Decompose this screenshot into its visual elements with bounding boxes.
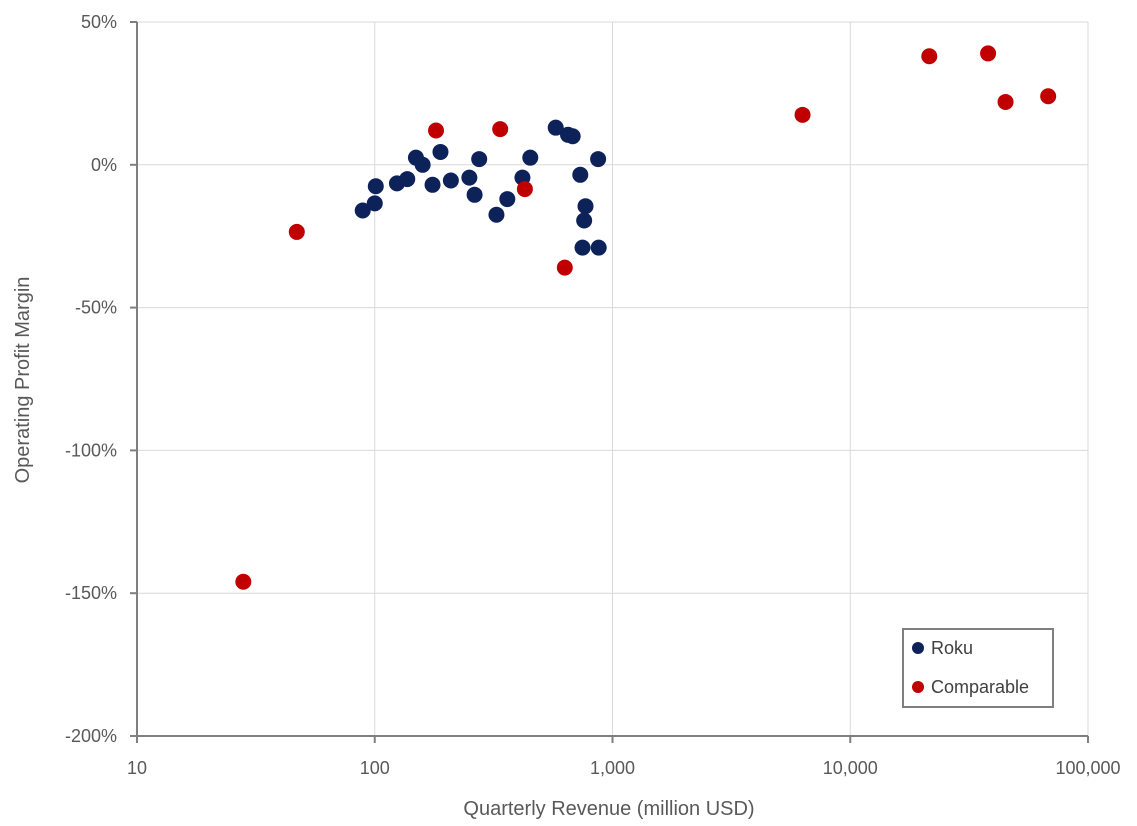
- legend-marker-roku: [912, 642, 924, 654]
- roku-point: [590, 239, 607, 256]
- comparable-point: [921, 48, 938, 65]
- y-tick-label: -50%: [75, 298, 117, 318]
- x-tick-label: 100,000: [1055, 758, 1120, 778]
- roku-point: [471, 151, 488, 168]
- y-tick-label: -150%: [65, 583, 117, 603]
- roku-point: [547, 119, 564, 136]
- data-points: [235, 45, 1057, 590]
- y-tick-label: -200%: [65, 726, 117, 746]
- roku-point: [399, 171, 416, 188]
- roku-point: [366, 195, 383, 212]
- roku-point: [414, 156, 431, 173]
- legend-box: [902, 628, 1054, 708]
- x-tick-label: 10,000: [823, 758, 878, 778]
- legend-label-comparable: Comparable: [931, 677, 1029, 697]
- y-tick-label: 50%: [81, 12, 117, 32]
- roku-point: [488, 206, 505, 223]
- x-axis-title: Quarterly Revenue (million USD): [463, 798, 754, 820]
- axes: [130, 21, 1089, 743]
- comparable-point: [980, 45, 997, 62]
- roku-point: [576, 212, 593, 229]
- legend: Roku Comparable: [902, 628, 1054, 708]
- roku-point: [461, 169, 478, 186]
- roku-point: [424, 176, 441, 193]
- comparable-point: [428, 122, 445, 139]
- roku-point: [354, 202, 371, 219]
- roku-point: [499, 191, 516, 208]
- comparable-point: [235, 573, 252, 590]
- roku-point: [367, 178, 384, 195]
- x-tick-label: 1,000: [590, 758, 635, 778]
- x-tick-label: 100: [360, 758, 390, 778]
- y-tick-label: -100%: [65, 440, 117, 460]
- comparable-point: [794, 106, 811, 123]
- roku-point: [564, 128, 581, 145]
- tick-labels: 10 100 1,000 10,000 100,000 50% 0% -50% -100% -15…: [65, 12, 1121, 778]
- roku-point: [432, 143, 449, 160]
- comparable-point: [556, 259, 573, 276]
- roku-point: [466, 186, 483, 203]
- x-tick-label: 10: [127, 758, 147, 778]
- y-tick-label: 0%: [91, 155, 117, 175]
- comparable-point: [516, 181, 533, 198]
- gridlines: [137, 21, 1089, 736]
- roku-point: [572, 166, 589, 183]
- comparable-point: [997, 93, 1014, 110]
- roku-point: [574, 239, 591, 256]
- roku-point: [522, 149, 539, 166]
- comparable-point: [492, 121, 509, 138]
- legend-label-roku: Roku: [931, 638, 973, 658]
- comparable-point: [288, 223, 305, 240]
- roku-point: [577, 198, 594, 215]
- roku-point: [442, 172, 459, 189]
- y-axis-title: Operating Profit Margin: [12, 277, 34, 484]
- legend-marker-comparable: [912, 681, 924, 693]
- comparable-point: [1040, 88, 1057, 105]
- roku-point: [590, 151, 607, 168]
